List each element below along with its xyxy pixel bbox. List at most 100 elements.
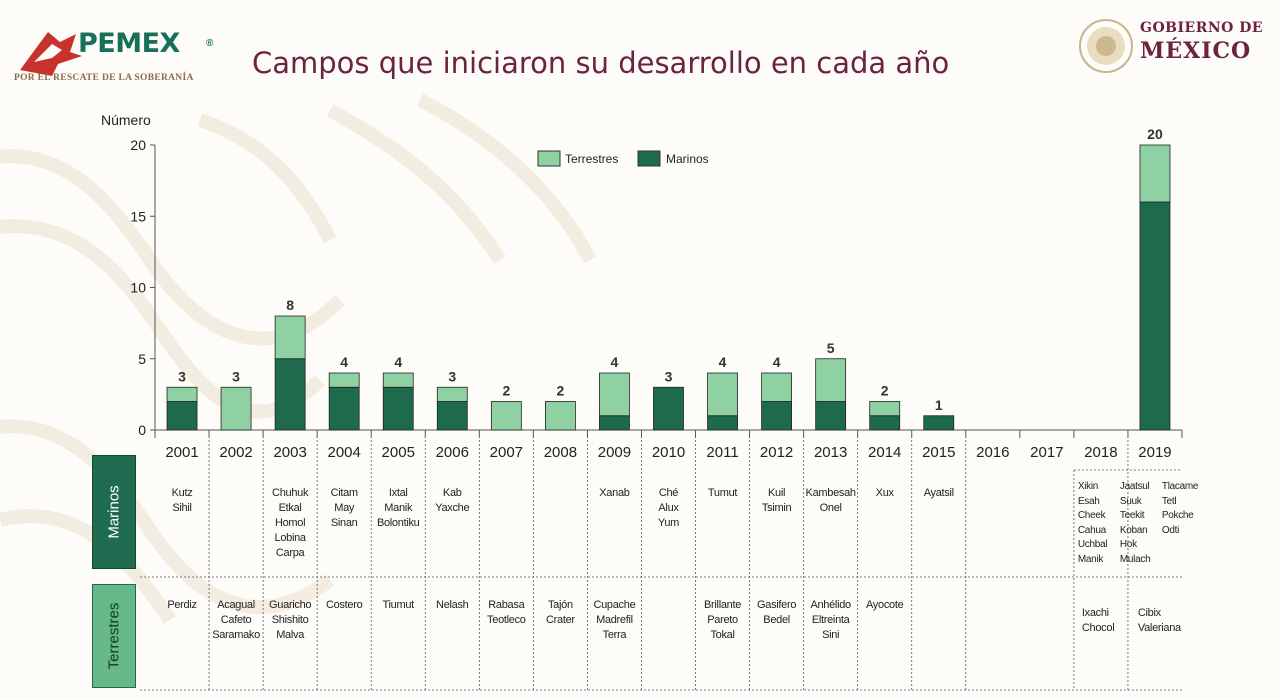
mexico-seal-icon xyxy=(1079,19,1133,73)
legend: Terrestres Marinos xyxy=(537,150,709,167)
total-label: 5 xyxy=(827,340,835,356)
x-tick-label: 2018 xyxy=(1084,444,1117,461)
bar-terrestres-2007 xyxy=(490,401,522,431)
x-tick-label: 2016 xyxy=(976,444,1009,461)
registered-mark: ® xyxy=(206,38,214,49)
bar-marinos-2014 xyxy=(869,415,901,431)
terrestres-cell-2011: Brillante Pareto Tokal xyxy=(704,599,742,641)
marinos-row-header: Marinos xyxy=(92,455,136,569)
bar-marinos-2012 xyxy=(761,401,793,431)
page-title: Campos que iniciaron su desarrollo en ca… xyxy=(252,46,950,80)
y-tick-label: 15 xyxy=(130,208,146,224)
x-tick-label: 2003 xyxy=(273,444,306,461)
marinos-cell-2001: Kutz Sihil xyxy=(171,487,193,514)
total-label: 4 xyxy=(719,354,727,370)
total-label: 3 xyxy=(448,368,456,384)
total-label: 4 xyxy=(340,354,348,370)
x-tick-label: 2011 xyxy=(706,444,738,461)
terrestres-cell-2019-b: Cibix Valeriana xyxy=(1137,607,1181,634)
total-label: 3 xyxy=(665,368,673,384)
total-label: 20 xyxy=(1147,126,1163,142)
y-tick-label: 20 xyxy=(130,137,146,153)
marinos-cell-2014: Xux xyxy=(875,487,894,499)
bar-marinos-2001 xyxy=(166,401,198,431)
x-tick-label: 2008 xyxy=(544,444,577,461)
terrestres-cell-2002: Acagual Cafeto Saramako xyxy=(212,599,260,641)
bar-marinos-2006 xyxy=(436,401,468,431)
mexico-line: MÉXICO xyxy=(1140,38,1252,64)
x-tick-label: 2010 xyxy=(652,444,685,461)
x-tick-label: 2015 xyxy=(922,444,955,461)
y-axis-label: Número xyxy=(101,112,151,128)
x-tick-label: 2002 xyxy=(219,444,252,461)
total-label: 2 xyxy=(881,383,889,399)
y-tick-label: 10 xyxy=(130,280,146,296)
marinos-cell-2004: Citam May Sinan xyxy=(330,487,359,529)
bar-terrestres-2011 xyxy=(707,372,738,417)
bar-marinos-2019 xyxy=(1139,201,1171,431)
pemex-eagle-icon xyxy=(20,32,82,76)
marinos-row-label: Marinos xyxy=(105,485,123,539)
x-tick-label: 2006 xyxy=(436,444,469,461)
terrestres-cell-2004: Costero xyxy=(325,599,363,611)
bar-terrestres-2004 xyxy=(328,372,360,388)
x-tick-label: 2014 xyxy=(868,444,901,461)
terrestres-cell-2019-a: Ixachi Chocol xyxy=(1081,607,1115,634)
marinos-cell-2003: Chuhuk Etkal Homol Lobina Carpa xyxy=(272,487,309,559)
bar-terrestres-2019 xyxy=(1139,144,1171,203)
bar-marinos-2010 xyxy=(653,386,684,431)
x-tick-label: 2009 xyxy=(598,444,631,461)
bar-marinos-2009 xyxy=(599,415,630,431)
y-tick-label: 0 xyxy=(138,422,146,438)
terrestres-cell-2005: Tiumut xyxy=(382,599,415,611)
marinos-cell-2006: Kab Yaxche xyxy=(435,487,470,514)
terrestres-row-header: Terrestres xyxy=(92,584,136,688)
bar-terrestres-2005 xyxy=(382,372,414,388)
bar-terrestres-2014 xyxy=(869,401,901,417)
marinos-cell-2012: Kuil Tsimin xyxy=(761,487,792,514)
bar-terrestres-2006 xyxy=(436,386,468,402)
marinos-cell-2005: Ixtal Manik Bolontiku xyxy=(376,487,420,529)
legend-label-terrestres: Terrestres xyxy=(565,152,618,166)
terrestres-cell-2001: Perdiz xyxy=(167,599,197,611)
x-tick-label: 2019 xyxy=(1138,444,1171,461)
total-label: 3 xyxy=(178,368,186,384)
bar-marinos-2013 xyxy=(815,401,847,431)
terrestres-cell-2006: Nelash xyxy=(436,599,469,611)
total-label: 4 xyxy=(394,354,402,370)
x-tick-label: 2012 xyxy=(760,444,793,461)
total-label: 2 xyxy=(502,383,510,399)
terrestres-cell-2007: Rabasa Teotleco xyxy=(487,599,526,626)
bar-terrestres-2012 xyxy=(761,372,793,402)
bar-marinos-2011 xyxy=(707,415,738,431)
marinos-cell-2009: Xanab xyxy=(599,487,630,499)
legend-swatch-marinos xyxy=(637,150,661,167)
bar-terrestres-2001 xyxy=(166,386,198,402)
total-label: 2 xyxy=(556,383,564,399)
bar-marinos-2015 xyxy=(923,415,955,431)
y-tick-label: 5 xyxy=(138,351,146,367)
terrestres-cell-2008: Tajón Crater xyxy=(546,599,575,626)
total-label: 1 xyxy=(935,397,943,413)
pemex-wordmark: PEMEX xyxy=(78,28,180,59)
terrestres-cell-2014: Ayocote xyxy=(865,599,904,611)
x-tick-label: 2001 xyxy=(165,444,198,461)
terrestres-cell-2009: Cupache Madrefil Terra xyxy=(593,599,636,641)
bar-terrestres-2013 xyxy=(815,358,847,402)
marinos-cell-2011: Tumut xyxy=(707,487,738,499)
gobierno-line: GOBIERNO DE xyxy=(1140,20,1264,36)
total-label: 3 xyxy=(232,368,240,384)
marinos-cell-2019-a: Xikin Esah Cheek Cahua Uchbal Manik xyxy=(1077,481,1108,565)
bar-terrestres-2002 xyxy=(220,386,252,431)
bar-marinos-2004 xyxy=(328,386,360,431)
marinos-cell-2010: Ché Alux Yum xyxy=(657,487,680,529)
total-label: 4 xyxy=(773,354,781,370)
bar-marinos-2005 xyxy=(382,386,414,431)
terrestres-row-label: Terrestres xyxy=(105,602,123,670)
marinos-cell-2019-c: Tlacame Tetl Pokche Odti xyxy=(1161,481,1199,536)
marinos-cell-2019-b: Jaatsul Suuk Teekit Koban Hok Mulach xyxy=(1119,481,1151,565)
total-label: 4 xyxy=(611,354,619,370)
bar-marinos-2003 xyxy=(274,358,306,431)
x-tick-label: 2004 xyxy=(327,444,360,461)
x-tick-label: 2007 xyxy=(490,444,523,461)
